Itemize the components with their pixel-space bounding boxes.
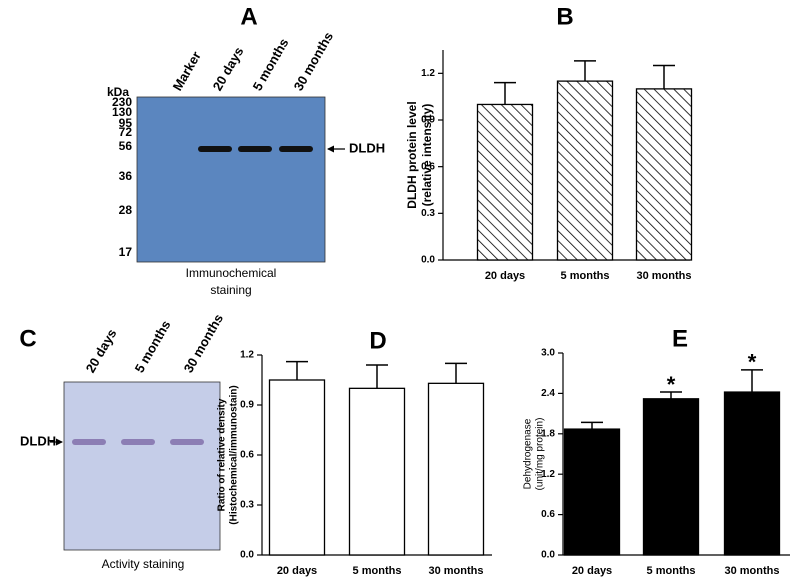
bar (563, 428, 621, 556)
x-tick-label: 20 days (572, 565, 612, 577)
x-tick-label: 5 months (647, 565, 696, 577)
caption: Activity staining (102, 557, 185, 571)
mw-marker: 56 (119, 139, 133, 153)
y-axis-label: DLDH protein level (405, 101, 419, 208)
band (170, 439, 204, 445)
caption: staining (210, 283, 251, 297)
panel-label: D (369, 327, 386, 354)
mw-marker: 17 (119, 245, 133, 259)
caption: Immunochemical (186, 266, 277, 280)
band (238, 146, 272, 152)
y-tick-label: 2.4 (541, 388, 555, 399)
x-tick-label: 30 months (636, 270, 691, 282)
panel-label: A (240, 3, 257, 30)
y-tick-label: 0.6 (421, 161, 435, 172)
band (121, 439, 155, 445)
x-tick-label: 30 months (724, 565, 779, 577)
mw-marker: 72 (119, 125, 133, 139)
mw-marker: 36 (119, 169, 133, 183)
bar (635, 88, 693, 261)
lane-label: 20 days (210, 44, 247, 93)
lane-label: 30 months (291, 29, 336, 93)
lane-label: 5 months (132, 318, 174, 376)
bar (723, 391, 781, 556)
blot-image (63, 381, 221, 551)
lane-label: 20 days (83, 326, 120, 375)
y-axis-label: (unit/mg protein) (535, 418, 546, 491)
bar (268, 379, 326, 556)
y-axis-label: Ratio of relative density (217, 398, 228, 511)
y-axis-label: (relative intensity) (420, 104, 434, 207)
lane-label: 30 months (181, 311, 226, 375)
x-tick-label: 20 days (277, 565, 317, 577)
bar (348, 387, 406, 556)
y-tick-label: 0.6 (541, 509, 555, 520)
x-tick-label: 5 months (561, 270, 610, 282)
y-tick-label: 1.2 (421, 68, 435, 79)
y-tick-label: 1.2 (240, 350, 254, 361)
y-tick-label: 0.6 (240, 450, 254, 461)
arrow-head (327, 145, 334, 153)
y-axis-label: Dehydrogenase (523, 418, 534, 489)
y-tick-label: 0.0 (541, 550, 555, 561)
band (198, 146, 232, 152)
arrow-head (56, 438, 63, 446)
blot-image (136, 96, 326, 263)
panel-label: C (19, 325, 36, 352)
y-tick-label: 0.9 (421, 115, 435, 126)
mw-marker: 230 (112, 95, 132, 109)
y-tick-label: 0.0 (240, 550, 254, 561)
x-tick-label: 30 months (428, 565, 483, 577)
panel-label: B (556, 3, 573, 30)
y-axis-label: (Histochemical/immunostain) (229, 385, 240, 524)
y-tick-label: 3.0 (541, 348, 555, 359)
y-tick-label: 0.3 (421, 208, 435, 219)
band-label: DLDH (349, 140, 385, 155)
y-tick-label: 1.2 (541, 469, 555, 480)
significance: * (667, 372, 676, 397)
bar (642, 398, 700, 556)
panel-label: E (672, 325, 688, 352)
mw-marker: 95 (119, 116, 133, 130)
bar (556, 80, 614, 261)
lane-label: Marker (170, 49, 204, 93)
lane-label: 5 months (250, 36, 292, 94)
y-tick-label: 0.3 (240, 500, 254, 511)
mw-marker: 130 (112, 105, 132, 119)
band-label: DLDH (20, 433, 56, 448)
x-tick-label: 20 days (485, 270, 525, 282)
y-tick-label: 0.0 (421, 255, 435, 266)
band (279, 146, 313, 152)
mw-marker: 28 (119, 203, 133, 217)
significance: * (748, 350, 757, 375)
band (72, 439, 106, 445)
x-tick-label: 5 months (353, 565, 402, 577)
bar (476, 103, 534, 261)
bar (427, 382, 485, 556)
y-tick-label: 0.9 (240, 400, 254, 411)
y-tick-label: 1.8 (541, 428, 555, 439)
mw-unit: kDa (107, 85, 129, 99)
